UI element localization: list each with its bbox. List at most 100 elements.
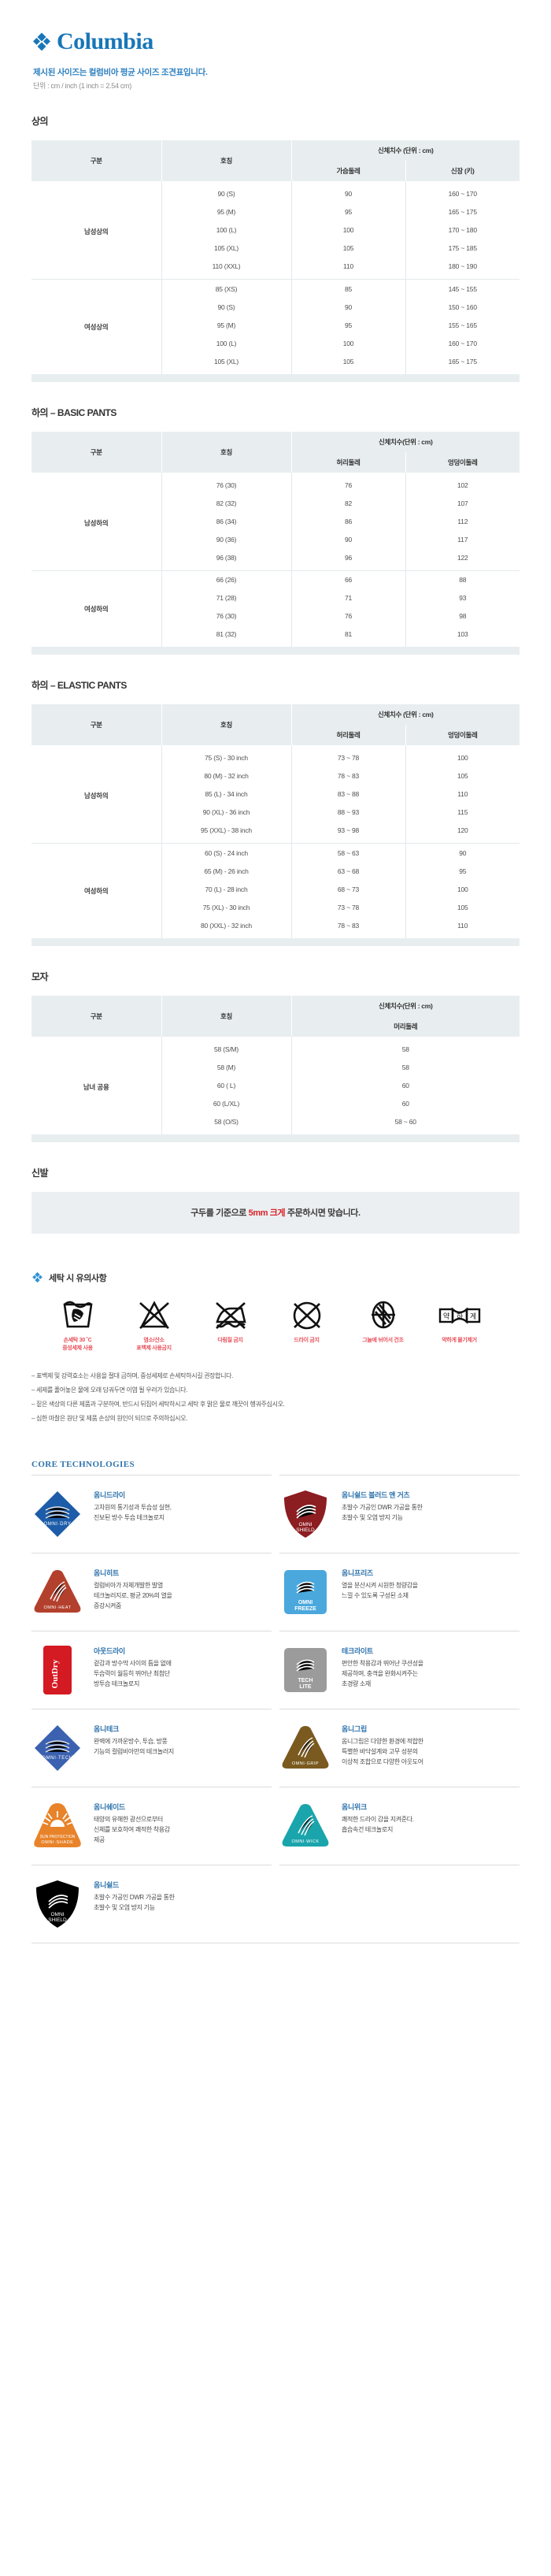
svg-text:FREEZE: FREEZE xyxy=(294,1606,316,1612)
cell-measure-2: 175 ~ 185 xyxy=(405,239,520,258)
wash-symbol-label: 다림질 금지 xyxy=(217,1337,243,1343)
cell-measure-2: 100 xyxy=(405,880,520,898)
table-header-row: 구분 호칭 신체치수 (단위 : cm) xyxy=(31,704,520,745)
table-row: 58 (M) 58 xyxy=(31,1058,520,1076)
cell-measure-1: 96 xyxy=(291,548,406,570)
technology-card: OutDry 아웃드라이 겉감과 방수막 사이의 틈을 없애 투습력이 월등히 뛰어난… xyxy=(31,1630,272,1709)
table-row: 75 (XL) - 30 inch 73 ~ 78 105 xyxy=(31,898,520,916)
group-label: 남녀 공용 xyxy=(31,1036,162,1134)
svg-text:SHIELD: SHIELD xyxy=(296,1527,315,1533)
header-category: 구분 xyxy=(31,704,162,745)
svg-text:OMNI·TECH: OMNI·TECH xyxy=(42,1756,72,1761)
technology-body: 옴니위크 쾌적한 드라이 감을 지켜준다. 흡습속건 테크놀로지 xyxy=(342,1800,414,1835)
technology-description: 편안한 착용감과 뛰어난 쿠션성을 제공하며, 충격을 완화시켜주는 초경량 소재 xyxy=(342,1659,423,1687)
cell-measure-2: 120 xyxy=(405,821,520,844)
svg-text:약: 약 xyxy=(442,1312,449,1320)
table-row: 80 (M) - 32 inch 78 ~ 83 105 xyxy=(31,766,520,785)
technology-name: 아웃드라이 xyxy=(94,1646,125,1655)
cell-size-name: 76 (30) xyxy=(161,472,292,494)
size-section: 모자 구분 호칭 신체치수(단위 : cm) 머리둘레 남녀 공용 58 (S/M) 58 58… xyxy=(0,970,551,1142)
table-row: 105 (XL) 105 175 ~ 185 xyxy=(31,239,520,258)
table-row: 105 (XL) 105 165 ~ 175 xyxy=(31,352,520,374)
table-row: 58 (O/S) 58 ~ 60 xyxy=(31,1112,520,1134)
header-measure-1: 허리둘레 xyxy=(291,725,406,745)
header-category: 구분 xyxy=(31,995,162,1037)
cell-measure-1: 100 xyxy=(291,334,406,352)
cell-size-name: 71 (28) xyxy=(161,588,292,607)
cell-size-name: 65 (M) - 26 inch xyxy=(161,862,292,880)
group-label: 남성하의 xyxy=(31,472,162,570)
table-header-row: 구분 호칭 신체치수(단위 : cm) xyxy=(31,995,520,1037)
shoes-note-after: 주문하시면 맞습니다. xyxy=(287,1208,361,1218)
group-label: 여성하의 xyxy=(31,843,162,938)
svg-text:LITE: LITE xyxy=(299,1684,311,1690)
cell-measure-2: 110 xyxy=(405,916,520,938)
wash-note: – 표백제 및 강력효소는 사용을 절대 금하며, 중성세제로 손세탁하시길 권… xyxy=(31,1372,234,1379)
header-category: 구분 xyxy=(31,431,162,473)
technology-body: 아웃드라이 겉감과 방수막 사이의 틈을 없애 투습력이 월등히 뛰어난 최첨단 방투… xyxy=(94,1644,172,1690)
cell-measure-1: 95 xyxy=(291,316,406,334)
cell-size-name: 60 (L/XL) xyxy=(161,1094,292,1112)
size-table: 구분 호칭 신체치수 (단위 : cm) 허리둘레 엉덩이둘레 남성하의 75 (S) - … xyxy=(31,704,520,946)
omni-tech-logo-icon: OMNI·TECH xyxy=(31,1722,83,1774)
cell-measure-2: 180 ~ 190 xyxy=(405,257,520,280)
size-sections: 상의 구분 호칭 신체치수 (단위 : cm) 가슴둘레 신장 (키) 남성상의 90 (S)… xyxy=(0,114,551,1142)
cell-measure-1: 90 xyxy=(291,530,406,548)
cell-size-name: 95 (M) xyxy=(161,316,292,334)
cell-measure-2: 88 xyxy=(405,570,520,589)
table-row: 남성상의 90 (S) 90 160 ~ 170 xyxy=(31,181,520,280)
header-size-name: 호칭 xyxy=(161,704,292,745)
intro-block: 제시된 사이즈는 컬럼비아 평균 사이즈 조견표입니다. 단위 : cm / i… xyxy=(31,66,551,91)
cell-measure-1: 100 xyxy=(291,221,406,239)
cell-measure-2: 117 xyxy=(405,530,520,548)
header-size-name: 호칭 xyxy=(161,995,292,1037)
header-measure-1: 머리둘레 xyxy=(291,1015,520,1037)
table-row: 86 (34) 86 112 xyxy=(31,512,520,530)
group-label: 남성하의 xyxy=(31,745,162,844)
cell-size-name: 70 (L) - 28 inch xyxy=(161,880,292,898)
header-body-measure: 신체치수 (단위 : cm) xyxy=(291,704,520,725)
table-footer-bar xyxy=(31,1134,520,1142)
cell-measure-1: 58 xyxy=(291,1036,520,1058)
technology-card: TECH LITE 테크라이트 편안한 착용감과 뛰어난 쿠션성을 제공하며, 충격을 … xyxy=(279,1630,520,1709)
table-row: 110 (XXL) 110 180 ~ 190 xyxy=(31,257,520,280)
table-row: 71 (28) 71 93 xyxy=(31,588,520,607)
header-measure-1: 가슴둘레 xyxy=(291,161,406,181)
table-header-row: 허리둘레 엉덩이둘레 xyxy=(31,725,520,745)
core-technologies-section: CORE TECHNOLOGIES OMNI·DRY 옴니드라이 고차원의 통기성과… xyxy=(0,1460,551,1975)
wash-symbol: 그늘에 뉘어서 건조 xyxy=(345,1298,421,1353)
omni-dry-logo-icon: OMNI·DRY xyxy=(31,1488,83,1540)
intro-headline: 제시된 사이즈는 컬럼비아 평균 사이즈 조견표입니다. xyxy=(33,68,208,77)
cell-measure-1: 86 xyxy=(291,512,406,530)
cell-size-name: 58 (M) xyxy=(161,1058,292,1076)
table-row: 100 (L) 100 170 ~ 180 xyxy=(31,221,520,239)
cell-measure-1: 88 ~ 93 xyxy=(291,803,406,822)
wash-symbol: 약 하 게 약하게 물기제거 xyxy=(421,1298,497,1353)
cell-measure-1: 63 ~ 68 xyxy=(291,862,406,880)
cell-measure-1: 58 xyxy=(291,1058,520,1076)
header-size-name: 호칭 xyxy=(161,431,292,473)
table-row: 76 (30) 76 98 xyxy=(31,607,520,625)
cell-measure-2: 112 xyxy=(405,512,520,530)
wash-symbol: 드라이 금지 xyxy=(268,1298,345,1353)
intro-unit-note: 단위 : cm / inch (1 inch = 2.54 cm) xyxy=(33,82,131,90)
technology-name: 옴니위크 xyxy=(342,1802,367,1811)
svg-text:OMNI: OMNI xyxy=(299,1522,312,1527)
technology-name: 옴니그립 xyxy=(342,1724,367,1733)
svg-text:OutDry: OutDry xyxy=(50,1659,60,1688)
techlite-logo-icon: TECH LITE xyxy=(279,1644,331,1696)
technology-body: 옴니드라이 고차원의 통기성과 투습성 실현, 진보된 방수 투습 테크놀로지 xyxy=(94,1488,172,1524)
section-title: 하의 – ELASTIC PANTS xyxy=(31,680,127,691)
omni-wick-logo-icon: OMNI·WICK xyxy=(279,1800,331,1852)
cell-measure-2: 165 ~ 175 xyxy=(405,202,520,221)
cell-size-name: 81 (32) xyxy=(161,625,292,647)
cell-size-name: 96 (38) xyxy=(161,548,292,570)
gentle-wring-icon: 약 하 게 xyxy=(421,1298,497,1331)
cell-size-name: 105 (XL) xyxy=(161,352,292,374)
group-label: 여성하의 xyxy=(31,570,162,647)
cell-measure-1: 73 ~ 78 xyxy=(291,745,406,767)
cell-measure-2: 110 xyxy=(405,785,520,804)
cell-size-name: 60 ( L) xyxy=(161,1076,292,1094)
cell-measure-1: 83 ~ 88 xyxy=(291,785,406,804)
table-row: 여성상의 85 (XS) 85 145 ~ 155 xyxy=(31,279,520,374)
